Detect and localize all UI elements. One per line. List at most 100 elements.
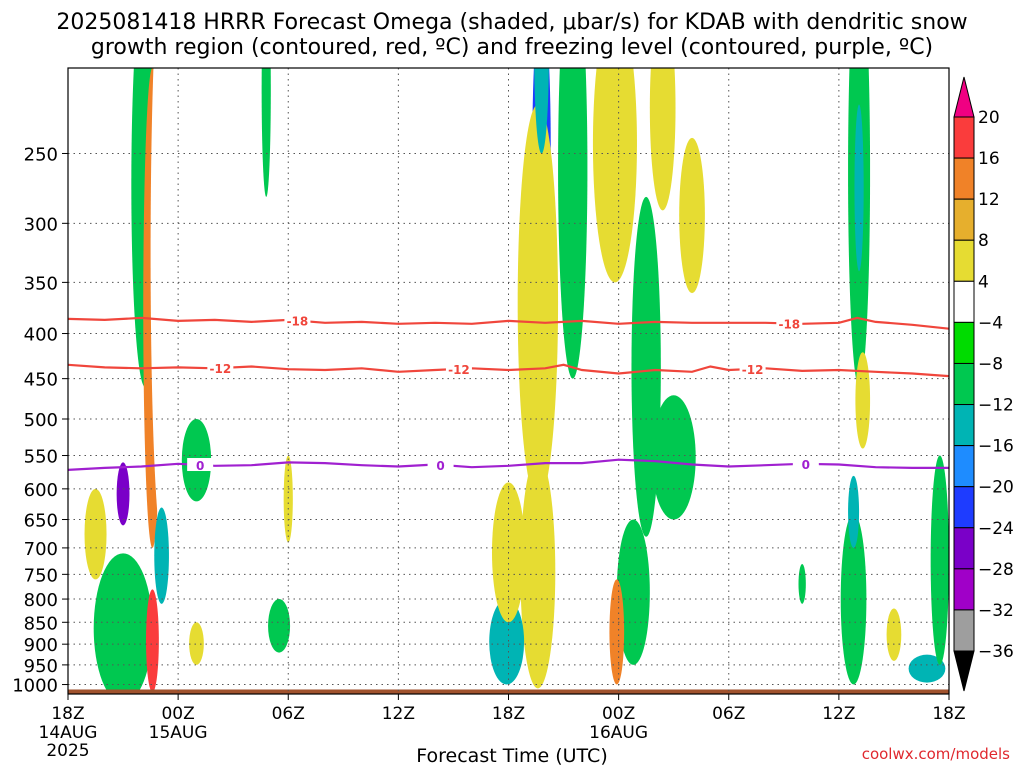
x-axis-title: Forecast Time (UTC) (416, 745, 608, 767)
colorbar-label: −12 (978, 396, 1014, 416)
contour-label-bg (445, 361, 472, 375)
contour-label: -12 (742, 363, 764, 377)
y-tick-label: 500 (24, 410, 58, 431)
contour-label-bg (187, 458, 214, 472)
omega-shaded-area (609, 579, 625, 685)
omega-shaded-area (93, 553, 153, 694)
omega-shaded-area (651, 395, 696, 520)
colorbar-label: −36 (978, 642, 1014, 662)
omega-shaded-area (517, 104, 559, 502)
y-tick-label: 650 (24, 511, 58, 532)
colorbar-box (953, 239, 975, 282)
y-tick-label: 700 (24, 539, 58, 560)
chart-title-line1: 2025081418 HRRR Forecast Omega (shaded, … (56, 10, 968, 35)
colorbar-box (953, 198, 975, 241)
colorbar-box (953, 157, 975, 200)
contour-label-bg (284, 313, 311, 327)
x-tick-date-label: 15AUG (149, 723, 208, 743)
omega-shaded-area (592, 68, 637, 283)
y-tick-label: 350 (24, 273, 58, 294)
contour-label: 0 (436, 459, 444, 473)
x-tick-label: 18Z (932, 704, 965, 724)
colorbar-bottom-arrow (953, 650, 975, 692)
omega-shaded-area (886, 608, 902, 661)
contour-label-bg (792, 456, 819, 470)
omega-shaded-area (855, 352, 871, 449)
contour-line--18 (68, 316, 949, 330)
omega-shaded-area (283, 455, 293, 543)
colorbar-label: −28 (978, 560, 1014, 580)
x-tick-date-label: 16AUG (589, 723, 648, 743)
colorbar-label: −24 (978, 519, 1014, 539)
omega-shaded-area (189, 622, 204, 665)
x-tick-label: 18Z (51, 704, 84, 724)
colorbar-box (953, 404, 975, 447)
omega-shaded-area (150, 68, 177, 548)
omega-shaded-area (616, 519, 650, 665)
y-tick-label: 400 (24, 325, 58, 346)
colorbar-label: 16 (978, 149, 1000, 169)
omega-shaded-area (520, 455, 556, 689)
x-tick-year-label: 2025 (46, 741, 89, 761)
y-tick-label: 300 (24, 214, 58, 235)
contour-label: -12 (448, 363, 470, 377)
colorbar-box (953, 486, 975, 529)
x-tick-label: 18Z (492, 704, 525, 724)
omega-shaded-area (908, 654, 946, 683)
colorbar-label: 4 (978, 272, 989, 292)
contour-label: -12 (209, 362, 231, 376)
contour-label: 0 (196, 459, 204, 473)
y-tick-label: 750 (24, 565, 58, 586)
colorbar-label: −16 (978, 437, 1014, 457)
contour-label-bg (207, 361, 234, 375)
contour-label-bg (776, 316, 803, 330)
omega-shaded-area (649, 68, 676, 211)
colorbar-box (953, 362, 975, 406)
omega-shaded-area (854, 104, 864, 272)
chart-title-line2: growth region (contoured, red, ºC) and f… (90, 35, 934, 60)
x-tick-label: 00Z (602, 704, 635, 724)
colorbar-top-arrow (953, 76, 975, 118)
x-tick-date-label: 14AUG (39, 723, 98, 743)
contour-label-bg (739, 361, 766, 375)
omega-shaded-area (558, 68, 588, 379)
colorbar-box (953, 568, 975, 611)
colorbar-box (953, 609, 975, 652)
contour-label-bg (427, 457, 454, 471)
colorbar-label: −20 (978, 478, 1014, 498)
omega-shaded-area (840, 513, 867, 685)
omega-shaded-area (268, 599, 291, 653)
x-tick-label: 00Z (161, 704, 194, 724)
omega-shaded-area (489, 599, 525, 685)
colorbar-label: 8 (978, 231, 989, 251)
colorbar-box (953, 280, 975, 323)
x-tick-label: 06Z (272, 704, 305, 724)
omega-shaded-area (679, 137, 705, 294)
y-tick-label: 800 (24, 590, 58, 611)
contour-label: 0 (802, 458, 810, 472)
colorbar-box (953, 321, 975, 364)
omega-shaded-area (261, 68, 271, 197)
x-tick-label: 12Z (822, 704, 855, 724)
contour-label: -18 (287, 315, 309, 329)
omega-shaded-area (534, 68, 549, 154)
omega-shaded-area (930, 455, 949, 665)
y-tick-label: 250 (24, 144, 58, 165)
y-tick-label: 850 (24, 613, 58, 634)
omega-shaded-area (84, 488, 107, 580)
colorbar-box (953, 445, 975, 488)
colorbar-label: −8 (978, 354, 1003, 374)
y-tick-label: 600 (24, 480, 58, 501)
colorbar-box (953, 116, 975, 159)
colorbar-label: −32 (978, 601, 1014, 621)
omega-shaded-area (154, 507, 169, 604)
omega-shaded-area (146, 589, 159, 693)
omega-shaded-area (798, 563, 806, 604)
y-tick-label: 450 (24, 370, 58, 391)
y-tick-label: 950 (24, 656, 58, 677)
colorbar-label: 20 (978, 108, 1000, 128)
colorbar-label: −4 (978, 313, 1003, 333)
y-tick-label: 550 (24, 447, 58, 468)
omega-shaded-area (116, 462, 130, 526)
